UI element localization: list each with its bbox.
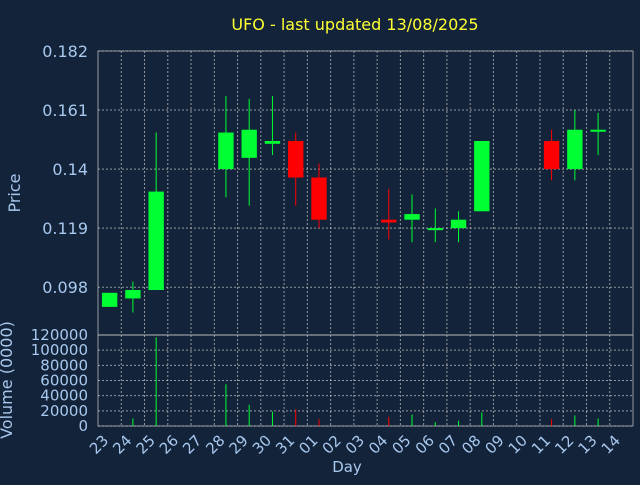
price-panel-frame [97,50,634,336]
volume-tick-label: 60000 [40,372,88,390]
price-tick-label: 0.161 [42,101,88,120]
candle-body [311,177,327,220]
candle-body [264,140,281,144]
candle-body [218,132,234,170]
candle-body [241,129,257,158]
candle-body [101,292,118,307]
chart-title: UFO - last updated 13/08/2025 [231,15,478,34]
candle-body [381,219,397,223]
candle-body [450,219,467,229]
x-axis-label: Day [332,458,362,476]
price-tick-label: 0.14 [52,160,88,179]
price-tick-label: 0.182 [42,42,88,61]
candle-body [543,140,560,170]
price-tick-label: 0.098 [42,278,88,297]
volume-tick-label: 120000 [31,326,88,344]
volume-tick-label: 0 [78,417,88,435]
candle-body [125,290,141,299]
candle-body [474,140,490,212]
volume-tick-label: 20000 [40,402,88,420]
candle-body [404,214,420,220]
candle-body [288,140,304,178]
price-axis-label: Price [5,173,24,212]
candle-body [590,129,606,132]
candle-body [567,129,583,170]
x-tick-label: 14 [598,432,624,458]
volume-tick-label: 80000 [40,356,88,374]
candle-body [148,191,164,291]
candle-body [427,228,443,231]
price-tick-label: 0.119 [42,219,88,238]
volume-tick-label: 100000 [31,341,88,359]
volume-tick-label: 40000 [40,387,88,405]
volume-axis-label: Volume (0000) [0,321,16,439]
